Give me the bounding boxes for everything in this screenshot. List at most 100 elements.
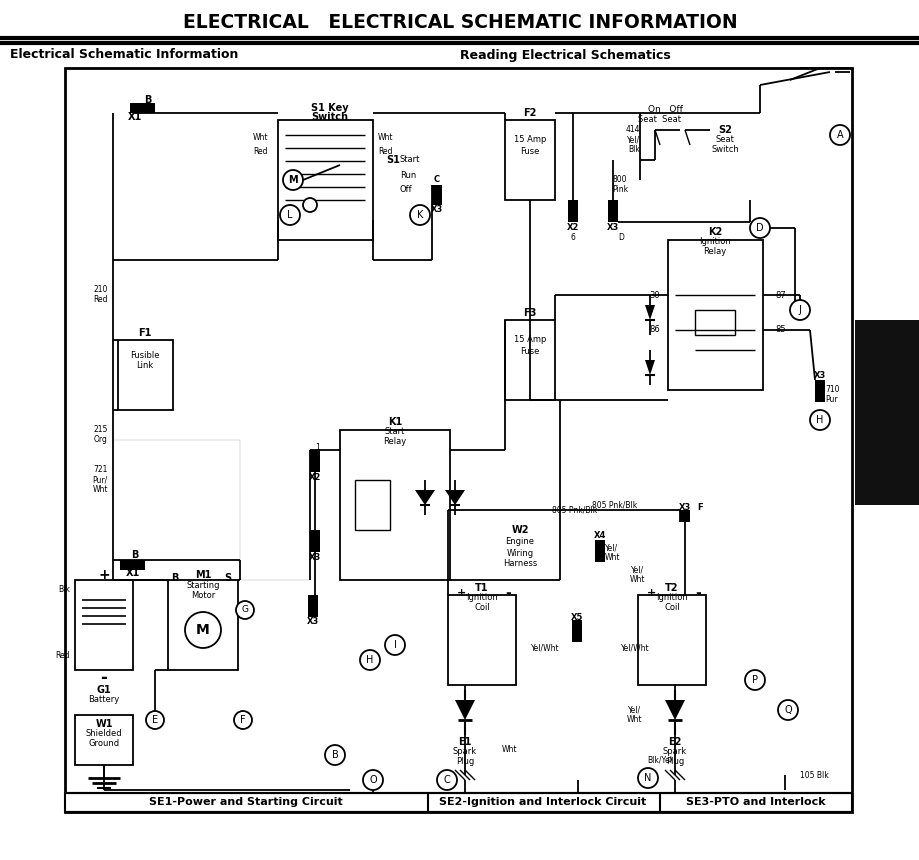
Text: -: - xyxy=(505,586,510,600)
Text: 215: 215 xyxy=(94,426,108,434)
Text: X3: X3 xyxy=(307,617,319,626)
Text: Motor: Motor xyxy=(190,591,215,599)
Text: F3: F3 xyxy=(523,308,536,318)
Text: H: H xyxy=(815,415,823,425)
Text: Plug: Plug xyxy=(665,758,684,766)
Text: Yel/: Yel/ xyxy=(630,566,644,574)
Text: 85: 85 xyxy=(774,325,785,335)
Bar xyxy=(168,580,238,670)
Text: Run: Run xyxy=(400,170,415,180)
Text: 30: 30 xyxy=(649,291,659,299)
Text: W2: W2 xyxy=(511,525,528,535)
Circle shape xyxy=(146,711,164,729)
Text: B: B xyxy=(331,750,338,760)
Text: 15 Amp: 15 Amp xyxy=(513,136,546,144)
Text: Switch: Switch xyxy=(312,112,348,122)
Text: Coil: Coil xyxy=(664,604,679,612)
Text: Pur/: Pur/ xyxy=(93,476,108,484)
Circle shape xyxy=(324,745,345,765)
Circle shape xyxy=(637,768,657,788)
Text: 710: 710 xyxy=(824,385,839,395)
Text: Spark: Spark xyxy=(663,747,686,757)
Text: Link: Link xyxy=(136,361,153,371)
Text: D: D xyxy=(755,223,763,233)
Text: Harness: Harness xyxy=(503,560,537,568)
Text: C: C xyxy=(443,775,450,785)
Text: O: O xyxy=(369,775,377,785)
Text: Yel/: Yel/ xyxy=(605,544,618,552)
Text: Start: Start xyxy=(400,156,420,164)
Text: Relay: Relay xyxy=(703,248,726,256)
Text: L: L xyxy=(287,210,292,220)
Text: E1: E1 xyxy=(458,737,471,747)
Text: SE1-Power and Starting Circuit: SE1-Power and Starting Circuit xyxy=(149,797,343,807)
Text: 86: 86 xyxy=(649,325,659,335)
Text: Wht: Wht xyxy=(627,716,642,724)
Text: E2: E2 xyxy=(667,737,681,747)
Text: X3: X3 xyxy=(678,502,690,512)
Text: I: I xyxy=(393,640,396,650)
Bar xyxy=(118,340,173,410)
Text: -: - xyxy=(695,586,700,600)
Text: 210: 210 xyxy=(94,286,108,294)
Text: Seat  Seat: Seat Seat xyxy=(638,115,681,125)
Bar xyxy=(679,510,689,522)
Text: Pink: Pink xyxy=(611,186,628,194)
Polygon shape xyxy=(644,360,654,375)
Text: 805 Pnk/Blk: 805 Pnk/Blk xyxy=(551,506,597,514)
Circle shape xyxy=(363,770,382,790)
Bar xyxy=(75,580,133,670)
Bar xyxy=(119,560,145,570)
Circle shape xyxy=(384,635,404,655)
Circle shape xyxy=(279,205,300,225)
Text: Ignition: Ignition xyxy=(698,237,730,247)
Text: B: B xyxy=(144,95,152,105)
Text: S1: S1 xyxy=(386,155,400,165)
Text: E: E xyxy=(152,715,158,725)
Text: Pur: Pur xyxy=(824,396,836,404)
Text: Shielded: Shielded xyxy=(85,729,122,739)
Bar xyxy=(854,320,919,505)
Text: ELECTRICAL   ELECTRICAL SCHEMATIC INFORMATION: ELECTRICAL ELECTRICAL SCHEMATIC INFORMAT… xyxy=(183,13,736,32)
Text: Blk: Blk xyxy=(58,586,70,594)
Text: Ignition: Ignition xyxy=(655,593,687,603)
Text: Wht: Wht xyxy=(252,133,267,143)
Text: M: M xyxy=(196,623,210,637)
Bar xyxy=(505,120,554,200)
Circle shape xyxy=(302,198,317,212)
Text: Wht: Wht xyxy=(630,575,645,585)
Text: 105 Blk: 105 Blk xyxy=(800,771,828,779)
Text: F2: F2 xyxy=(523,108,536,118)
Bar xyxy=(595,540,605,562)
Text: X1: X1 xyxy=(128,112,142,122)
Circle shape xyxy=(809,410,829,430)
Text: Electrical Schematic Information: Electrical Schematic Information xyxy=(10,48,238,62)
Bar xyxy=(340,430,449,580)
Bar xyxy=(75,715,133,765)
Circle shape xyxy=(744,670,765,690)
Circle shape xyxy=(233,711,252,729)
Text: Org: Org xyxy=(94,435,108,445)
Circle shape xyxy=(749,218,769,238)
Text: Seat: Seat xyxy=(715,136,733,144)
Text: T2: T2 xyxy=(664,583,678,593)
Text: Wht: Wht xyxy=(605,554,619,562)
Bar xyxy=(65,68,851,812)
Text: W1: W1 xyxy=(96,719,113,729)
Text: X4: X4 xyxy=(593,531,606,540)
Text: G1: G1 xyxy=(96,685,111,695)
Text: M1: M1 xyxy=(195,570,211,580)
Circle shape xyxy=(437,770,457,790)
Text: Engine: Engine xyxy=(505,538,534,546)
Text: Start: Start xyxy=(384,427,404,437)
Circle shape xyxy=(185,612,221,648)
Text: Wht: Wht xyxy=(502,746,517,754)
Bar xyxy=(694,310,734,335)
Text: T1: T1 xyxy=(475,583,488,593)
Bar xyxy=(814,380,824,402)
Bar xyxy=(637,595,705,685)
Text: 15 Amp: 15 Amp xyxy=(513,335,546,345)
Text: Wht: Wht xyxy=(378,133,393,143)
Text: Switch: Switch xyxy=(710,145,738,155)
Text: D: D xyxy=(618,234,623,243)
